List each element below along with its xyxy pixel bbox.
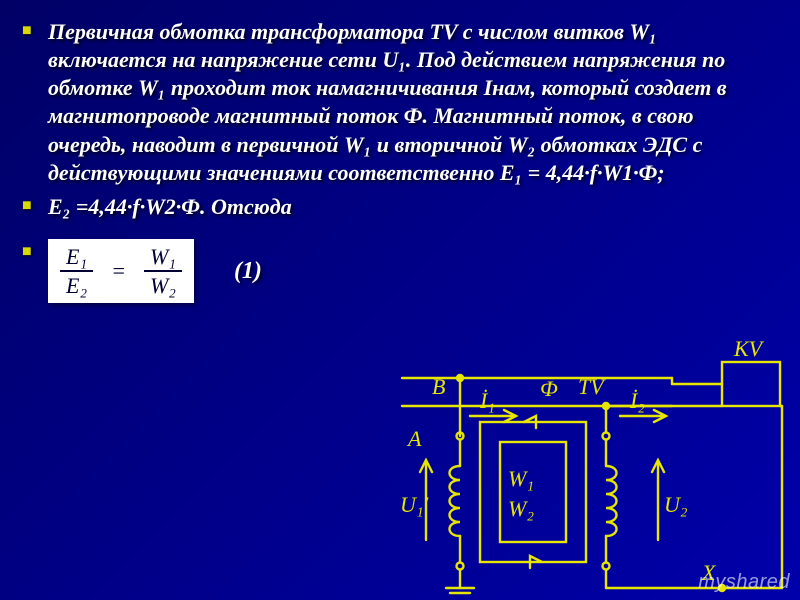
- transformer-diagram: KV TV Ф B A X W₁ W₂ İ₁ İ₂ U₁′ U₂: [362, 336, 792, 596]
- label-b: B: [432, 374, 445, 399]
- bullet-1: Первичная обмотка трансформатора TV с чи…: [48, 18, 766, 187]
- equation-number: (1): [234, 258, 262, 285]
- bullet-2: E₂ =4,44·f·W2·Ф. Отсюда: [48, 193, 766, 221]
- label-u2: U₂: [664, 492, 688, 517]
- rhs-num: W₁: [144, 245, 182, 272]
- bullet-3: E₁ E₂ = W₁ W₂ (1): [48, 239, 766, 303]
- label-a: A: [406, 426, 422, 451]
- equals-sign: =: [111, 258, 126, 284]
- rhs-den: W₂: [144, 272, 182, 297]
- lhs-num: E₁: [60, 245, 93, 272]
- label-w2: W₂: [508, 496, 534, 521]
- label-i2: İ₂: [629, 388, 645, 413]
- lhs-den: E₂: [60, 272, 93, 297]
- label-kv: KV: [733, 336, 765, 361]
- bullet-list: Первичная обмотка трансформатора TV с чи…: [48, 18, 766, 303]
- label-phi: Ф: [540, 376, 558, 401]
- label-tv: TV: [578, 374, 606, 399]
- paragraph-1: Первичная обмотка трансформатора TV с чи…: [48, 18, 766, 187]
- watermark: myshared: [698, 571, 790, 594]
- formula-box: E₁ E₂ = W₁ W₂: [48, 239, 194, 303]
- label-i1: İ₁: [479, 388, 495, 413]
- slide: Первичная обмотка трансформатора TV с чи…: [0, 0, 800, 303]
- lhs-fraction: E₁ E₂: [60, 245, 93, 297]
- rhs-fraction: W₁ W₂: [144, 245, 182, 297]
- paragraph-2: E₂ =4,44·f·W2·Ф. Отсюда: [48, 193, 766, 221]
- label-u1: U₁′: [400, 492, 430, 517]
- label-w1: W₁: [508, 466, 534, 491]
